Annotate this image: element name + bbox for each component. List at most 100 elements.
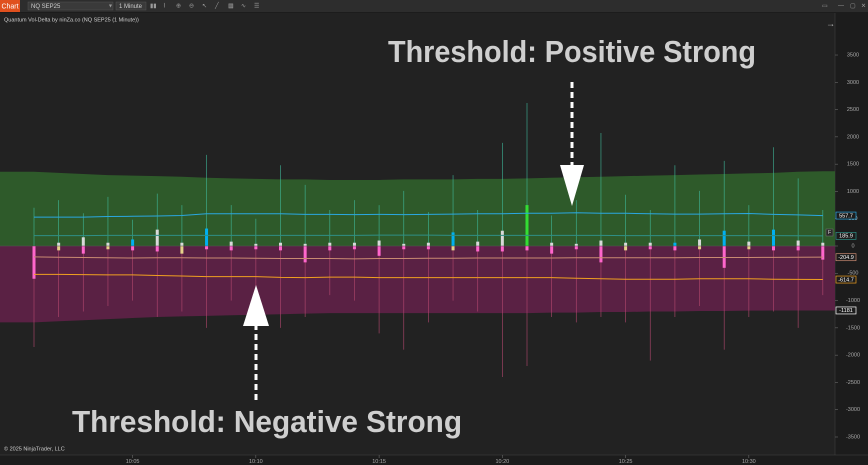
- value-box-label: -204.9: [838, 255, 854, 261]
- delta-bar: [254, 246, 258, 250]
- delta-bar: [402, 243, 406, 247]
- delta-bar: [698, 246, 702, 250]
- x-tick-label: 10:05: [126, 459, 140, 465]
- value-box: [835, 306, 857, 315]
- interval-select[interactable]: [115, 1, 147, 11]
- instrument-select[interactable]: [27, 1, 114, 11]
- delta-bar: [180, 242, 184, 247]
- delta-bar: [254, 243, 258, 247]
- icon[interactable]: ↖: [202, 4, 207, 10]
- delta-bar: [180, 246, 184, 254]
- y-tick-label: 2500: [847, 107, 859, 113]
- delta-bar: [155, 229, 159, 247]
- delta-bar: [279, 242, 282, 247]
- delta-bar: [377, 246, 381, 256]
- annotation: Threshold: Negative Strong: [72, 404, 462, 439]
- delta-bar: [279, 246, 282, 251]
- delta-bar: [106, 246, 110, 250]
- delta-bar: [476, 246, 480, 252]
- delta-bar: [229, 246, 233, 251]
- delta-bar: [303, 246, 307, 263]
- threshold-line: [34, 234, 823, 237]
- copyright: © 2025 NinjaTrader, LLC: [4, 445, 65, 452]
- icon[interactable]: ▮▮: [150, 4, 157, 10]
- threshold-line: [34, 273, 823, 281]
- delta-bar: [550, 246, 554, 254]
- y-tick-label: -1500: [846, 325, 860, 331]
- delta-bar: [426, 246, 430, 250]
- icon[interactable]: ⌇: [163, 3, 166, 10]
- delta-bar: [426, 242, 430, 247]
- delta-bar: [500, 230, 504, 247]
- delta-bar: [205, 246, 209, 250]
- icon[interactable]: ⊕: [176, 4, 181, 10]
- delta-bar: [205, 228, 209, 247]
- y-tick-label: 2000: [847, 134, 859, 140]
- delta-bar: [599, 246, 603, 263]
- y-tick-label: 3000: [847, 80, 859, 86]
- delta-bar: [722, 246, 726, 268]
- delta-bar: [525, 205, 529, 247]
- instrument[interactable]: NQ SEP25: [31, 4, 61, 10]
- delta-bar: [81, 246, 85, 254]
- chart-tab[interactable]: [0, 0, 20, 12]
- y-tick-label: 1500: [847, 162, 859, 168]
- value-box: [835, 232, 857, 240]
- delta-bar: [821, 242, 825, 247]
- delta-bar: [451, 246, 455, 251]
- delta-bar: [673, 246, 677, 251]
- scroll-arrow[interactable]: →: [826, 18, 835, 28]
- value-box: [835, 253, 857, 262]
- delta-bar: [377, 240, 381, 247]
- icon[interactable]: ∿: [241, 4, 246, 10]
- delta-bar: [698, 239, 702, 247]
- icon[interactable]: ⊖: [189, 4, 194, 10]
- panel-marker-box: [825, 228, 834, 237]
- toolbar-icons[interactable]: ▮▮ ⌇ ⊕ ⊖ ↖ ╱ ▦ ∿ ☰: [150, 2, 259, 10]
- delta-bar: [352, 242, 356, 247]
- delta-bar: [599, 240, 603, 247]
- delta-bar: [648, 246, 652, 250]
- delta-bar: [81, 237, 85, 247]
- delta-bar: [131, 239, 135, 247]
- y-tick-label: 0: [851, 243, 854, 249]
- toolbar: [0, 0, 868, 12]
- icon[interactable]: ☰: [254, 3, 259, 10]
- value-box-label: 557.7: [839, 213, 853, 219]
- y-tick-label: -1000: [846, 298, 860, 304]
- interval[interactable]: 1 Minute: [119, 4, 143, 10]
- threshold-line: [34, 212, 823, 218]
- x-tick-label: 10:30: [742, 459, 756, 465]
- dropdown-icon: ▾: [109, 4, 112, 10]
- delta-bar: [673, 242, 677, 247]
- y-tick-label: 3500: [847, 52, 859, 58]
- delta-bar: [131, 246, 135, 251]
- value-box-label: 185.9: [839, 234, 853, 240]
- icon[interactable]: ▦: [228, 4, 234, 10]
- y-tick-label: -3500: [846, 434, 860, 440]
- delta-bar: [821, 246, 825, 260]
- delta-bar: [352, 246, 356, 250]
- window-button[interactable]: ▢: [850, 4, 856, 10]
- delta-bar: [796, 246, 800, 251]
- delta-bar: [451, 232, 455, 247]
- window-button[interactable]: ✕: [861, 4, 866, 10]
- tab-label[interactable]: Chart: [1, 3, 18, 10]
- delta-bar: [574, 246, 578, 250]
- delta-bar: [229, 241, 233, 247]
- indicator-label: Quantum Vol-Delta by ninZa.co (NQ SEP25 …: [4, 17, 139, 23]
- delta-bar: [747, 241, 751, 247]
- delta-bar: [57, 246, 61, 251]
- delta-bar: [772, 229, 775, 247]
- delta-bar: [303, 243, 307, 247]
- window-button[interactable]: —: [838, 4, 844, 10]
- window-button[interactable]: ▭: [822, 4, 828, 10]
- delta-bar: [722, 230, 726, 247]
- delta-bar: [155, 246, 159, 252]
- delta-bar: [328, 242, 332, 247]
- delta-bar: [402, 246, 406, 250]
- threshold-band: [0, 171, 835, 247]
- icon[interactable]: ╱: [214, 2, 219, 10]
